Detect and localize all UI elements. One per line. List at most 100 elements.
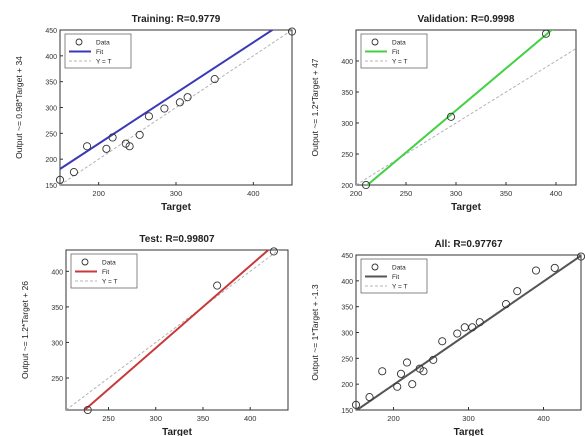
data-point <box>55 175 65 184</box>
y-tick-label: 450 <box>45 28 57 35</box>
plot-panel-2: Validation: R=0.9998 Target Output ~= 1.2*… <box>310 14 577 213</box>
plot-panel-4: All: R=0.97767 Target Output ~= 1*Target +… <box>310 239 585 436</box>
data-point <box>541 29 551 38</box>
data-point <box>396 369 406 378</box>
chart-title: Training: R=0.9779 <box>132 14 221 25</box>
data-point <box>69 168 78 177</box>
y-axis-label: Output ~= 0.98*Target + 34 <box>14 56 24 159</box>
data-point <box>513 287 522 296</box>
legend-label: Fit <box>102 269 109 276</box>
data-point <box>269 247 278 256</box>
y-tick-label: 300 <box>51 340 63 347</box>
data-point <box>83 405 92 415</box>
y-axis-label: Output ~= 1.2*Target + 47 <box>310 58 320 156</box>
data-point <box>144 112 153 121</box>
legend-data-marker <box>75 38 83 46</box>
y-tick-label: 400 <box>51 269 63 276</box>
data-point <box>468 323 477 332</box>
legend: Data Fit Y = T <box>64 33 132 69</box>
legend-label: Y = T <box>96 59 112 66</box>
y-tick-label: 200 <box>341 382 353 389</box>
legend-label: Data <box>96 40 110 47</box>
fit-line <box>365 30 554 185</box>
x-tick-label: 350 <box>197 414 210 423</box>
x-axis-label: Target <box>162 427 192 436</box>
data-point <box>453 329 462 338</box>
legend-data-marker <box>371 38 379 46</box>
x-tick-label: 200 <box>387 414 400 423</box>
data-point <box>429 355 438 364</box>
identity-line <box>66 250 280 410</box>
y-tick-label: 300 <box>341 331 353 338</box>
fit-line <box>60 30 275 170</box>
data-point <box>351 400 361 409</box>
data-point <box>175 98 184 107</box>
legend-data-marker <box>371 263 379 271</box>
data-point <box>135 130 144 139</box>
legend-box <box>64 33 132 69</box>
plot-panel-1: Training: R=0.9779 Target Output ~= 0.98*T… <box>14 14 297 213</box>
y-tick-label: 400 <box>341 279 353 286</box>
y-tick-label: 400 <box>45 54 57 61</box>
y-tick-label: 350 <box>45 80 57 87</box>
legend: Data Fit Y = T <box>360 258 428 294</box>
y-axis-label: Output ~= 1*Target + -1.3 <box>310 284 320 380</box>
legend: Data Fit Y = T <box>70 253 138 289</box>
legend-label: Y = T <box>102 279 118 286</box>
y-tick-label: 250 <box>51 376 63 383</box>
x-tick-label: 400 <box>247 189 260 198</box>
legend-label: Y = T <box>392 59 408 66</box>
x-axis-label: Target <box>451 202 481 213</box>
y-tick-label: 150 <box>341 408 353 415</box>
x-tick-label: 300 <box>170 189 183 198</box>
y-tick-label: 400 <box>341 59 353 66</box>
chart-title: All: R=0.97767 <box>434 239 503 250</box>
y-tick-label: 300 <box>341 121 353 128</box>
legend-label: Data <box>392 40 406 47</box>
y-tick-label: 350 <box>341 90 353 97</box>
x-tick-label: 200 <box>92 189 105 198</box>
y-tick-label: 200 <box>45 157 57 164</box>
legend-label: Data <box>392 265 406 272</box>
y-tick-label: 450 <box>341 253 353 260</box>
data-point <box>83 142 92 151</box>
data-point <box>213 281 222 290</box>
legend-label: Y = T <box>392 284 408 291</box>
data-point <box>125 142 134 151</box>
identity-line <box>60 30 292 185</box>
x-tick-label: 300 <box>149 414 162 423</box>
legend: Data Fit Y = T <box>360 33 428 69</box>
y-tick-label: 250 <box>341 356 353 363</box>
data-point <box>287 27 297 36</box>
legend-data-marker <box>81 258 89 266</box>
x-axis-label: Target <box>161 202 191 213</box>
data-point <box>408 380 417 389</box>
x-tick-label: 250 <box>400 189 413 198</box>
y-tick-label: 350 <box>341 305 353 312</box>
legend-label: Fit <box>96 49 103 56</box>
x-tick-label: 300 <box>462 414 475 423</box>
data-point <box>550 263 559 272</box>
identity-line <box>356 48 576 185</box>
y-tick-label: 250 <box>341 152 353 159</box>
data-point <box>183 93 192 102</box>
data-point <box>475 318 484 327</box>
data-point <box>419 367 428 376</box>
data-point <box>160 104 169 113</box>
data-point <box>402 358 412 367</box>
y-tick-label: 300 <box>45 106 57 113</box>
data-point <box>108 133 117 142</box>
chart-title: Test: R=0.99807 <box>139 234 215 245</box>
legend-label: Fit <box>392 274 399 281</box>
data-point <box>531 266 541 275</box>
data-point <box>361 180 371 190</box>
data-point <box>501 300 511 309</box>
y-tick-label: 350 <box>51 305 63 312</box>
legend-label: Fit <box>392 49 399 56</box>
data-point <box>210 75 219 84</box>
data-point <box>438 337 447 346</box>
data-point <box>378 367 387 376</box>
data-point <box>365 393 374 402</box>
plot-panel-3: Test: R=0.99807 Target Output ~= 1.2*Targe… <box>20 234 289 436</box>
